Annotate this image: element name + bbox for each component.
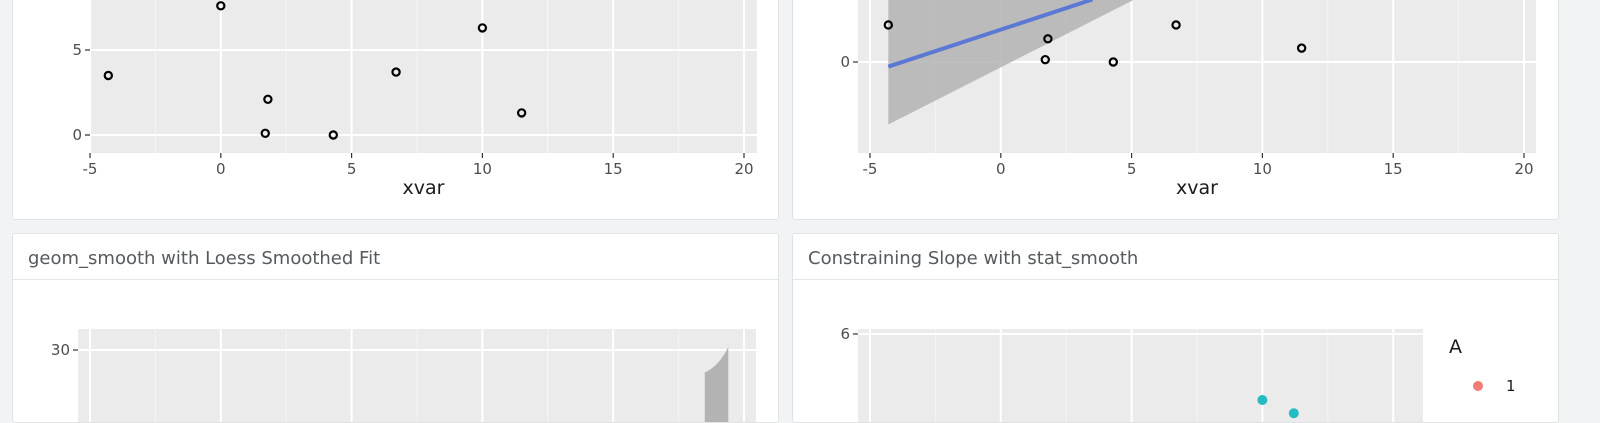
chart-stat-smooth: 6 A 1 [840,325,1525,422]
data-point [216,1,226,11]
x-tick-label: 15 [1384,160,1403,178]
x-tick-label: 5 [1127,160,1137,178]
data-point-group-2 [1288,408,1299,419]
data-point [477,23,488,33]
data-point [103,70,114,81]
legend-label: 1 [1506,377,1516,395]
data-point [328,130,338,140]
chart-card-loess: geom_smooth with Loess Smoothed Fit 30 [12,233,779,423]
x-tick-label: -5 [863,160,878,178]
x-tick-label: 10 [473,160,492,178]
x-tick-label: 20 [1514,160,1533,178]
x-tick-label: -5 [83,160,98,178]
data-point [1171,20,1181,30]
data-point-group-2 [1257,395,1268,405]
chart-scatter-lm-smooth: 0 -5 0 5 10 15 20 xvar [840,0,1536,199]
data-point [263,94,273,105]
card-header: geom_smooth with Loess Smoothed Fit [13,234,778,280]
data-point [1296,43,1307,53]
legend-key [1473,381,1483,391]
x-tick-label: 15 [604,160,623,178]
x-tick-label: 10 [1253,160,1272,178]
data-point [1040,54,1050,65]
y-tick-label: 5 [72,41,82,59]
y-tick-label: 6 [840,325,850,343]
data-point [1108,57,1118,67]
x-axis-title: xvar [1176,177,1218,199]
chart-loess-smooth: 30 [51,329,756,422]
card-title-stat-smooth: Constraining Slope with stat_smooth [808,248,1139,269]
y-tick-label: 0 [840,53,850,71]
legend-title: A [1449,336,1462,358]
x-tick-label: 0 [216,160,226,178]
plot-panel-background [858,329,1423,422]
x-tick-label: 20 [734,160,753,178]
regression-line [887,0,1093,69]
chart-card-top-right: 0 -5 0 5 10 15 20 xvar [792,0,1559,220]
card-title-loess: geom_smooth with Loess Smoothed Fit [28,248,381,269]
card-header: Constraining Slope with stat_smooth [793,234,1558,280]
data-point [391,67,401,77]
data-point [516,108,527,118]
data-point [260,128,270,138]
plot-panel-background [90,0,757,153]
x-axis-title: xvar [403,177,445,199]
data-point [1043,34,1053,44]
chart-card-stat-smooth: Constraining Slope with stat_smooth 6 A 1 [792,233,1559,423]
data-point [883,20,894,30]
x-tick-label: 0 [996,160,1006,178]
confidence-band [888,0,1134,125]
y-tick-label: 0 [72,126,82,144]
y-tick-label: 30 [51,341,70,359]
chart-card-top-left: 0 5 -5 0 5 10 15 20 xvar [12,0,779,220]
x-tick-label: 5 [347,160,357,178]
